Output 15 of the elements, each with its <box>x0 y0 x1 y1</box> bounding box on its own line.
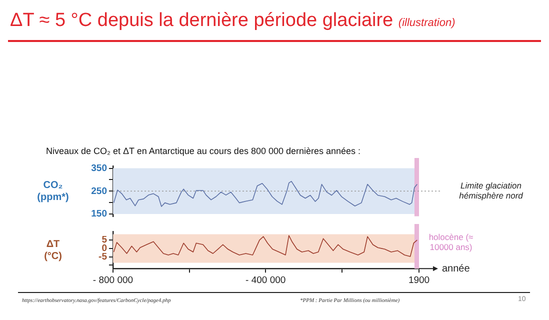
y-tick-label: 250 <box>91 186 107 197</box>
y-tick-label: 350 <box>91 162 107 174</box>
ref-line-label: Limite glaciation hémisphère nord <box>459 180 524 201</box>
y-tick-label: 5 <box>102 234 108 246</box>
chart-title: ΔT ≈ 5 °C depuis la dernière période glaciaire <box>10 10 394 31</box>
x-tick-label: - 800 000 <box>92 274 134 286</box>
x-tick-label: 1900 <box>408 274 430 286</box>
x-axis-title: année <box>442 263 470 274</box>
y-axis-title: CO₂ (ppm*) <box>37 180 69 203</box>
y-tick-label: 150 <box>91 208 107 220</box>
x-tick-label: - 400 000 <box>246 274 286 286</box>
chart-subtitle: (illustration) <box>398 17 456 29</box>
y-axis-title: ΔT (°C) <box>44 238 62 262</box>
band-label: holocène (≈ 10000 ans) <box>428 232 474 252</box>
text: Niveaux de CO₂ et ΔT en Antarctique au cours des 800 000 dernières années : <box>46 146 361 156</box>
